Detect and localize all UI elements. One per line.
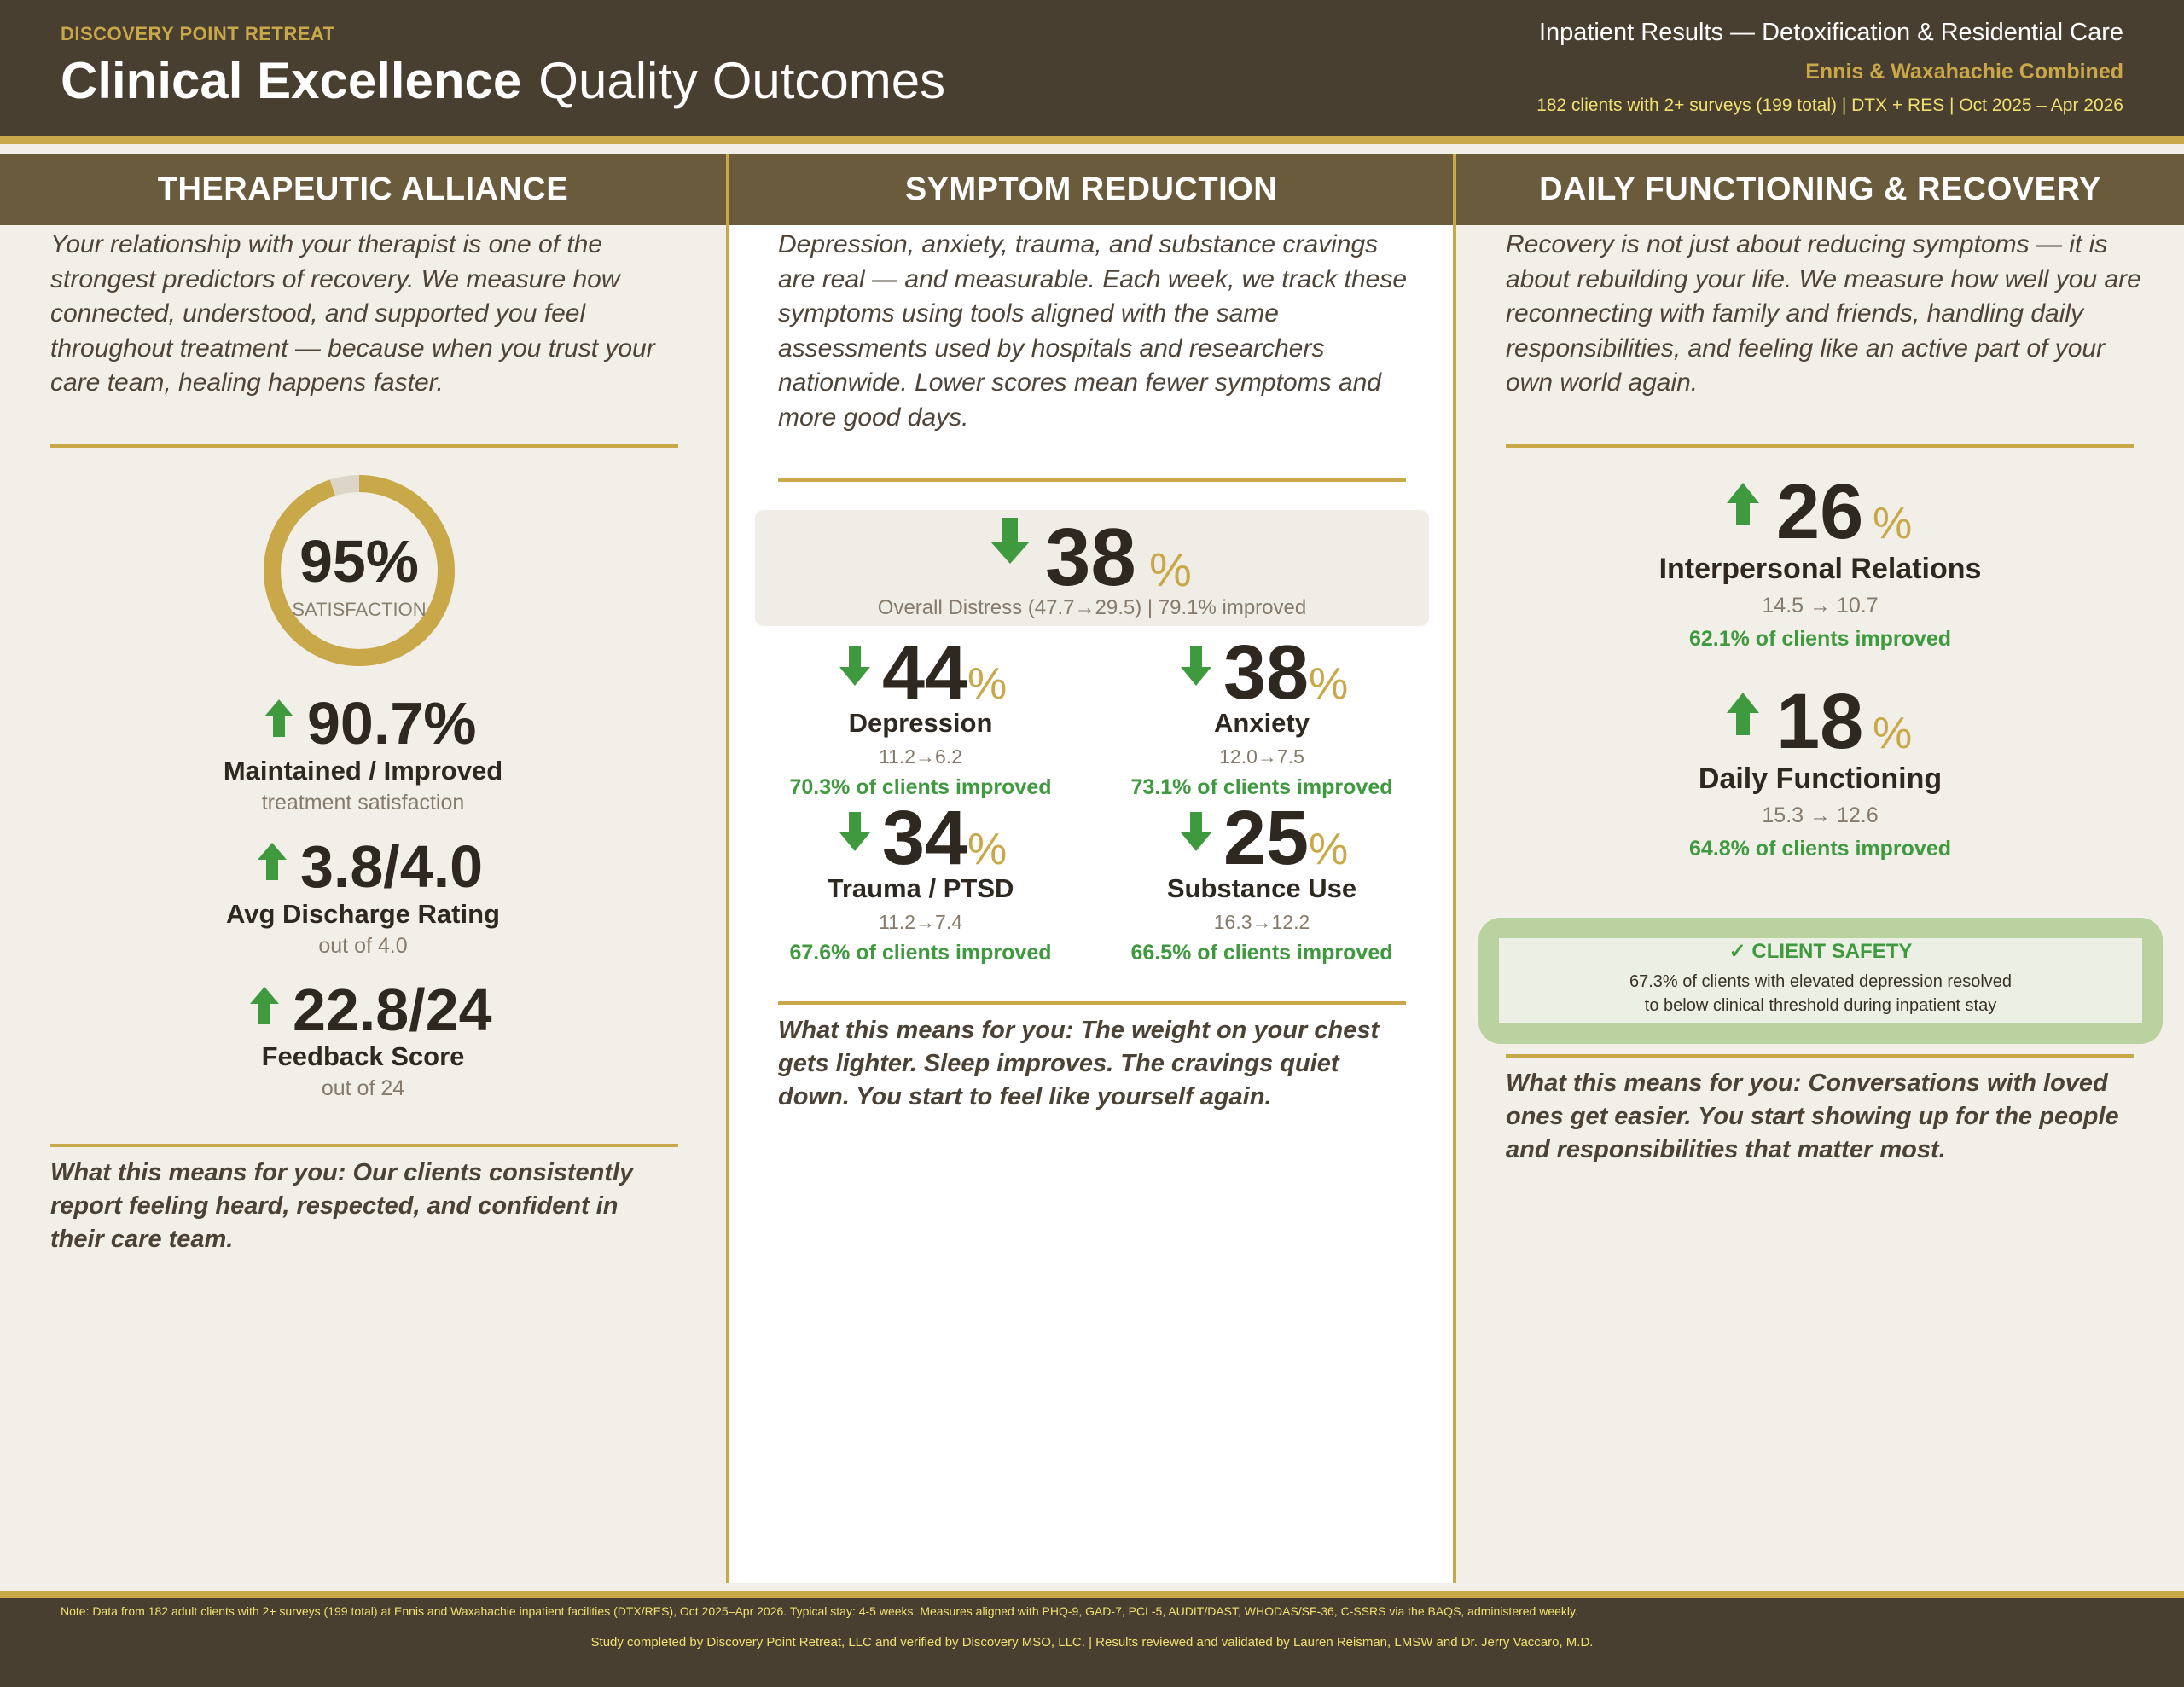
down-arrow-icon (839, 812, 870, 851)
symptom-meaning: What this means for you: The weight on y… (778, 1017, 1380, 1110)
up-arrow-icon (258, 843, 287, 880)
overall-distress-value: 38 (1045, 512, 1136, 603)
depression-label: Depression (848, 708, 993, 738)
up-arrow-icon (264, 699, 293, 737)
trauma-range: 11.2→7.4 (878, 911, 963, 933)
depression-range: 11.2→6.2 (878, 745, 963, 768)
satisfaction-maintained-sub: treatment satisfaction (261, 791, 465, 815)
symptom-intro: Depression, anxiety, trauma, and substan… (778, 230, 1408, 432)
donut-value: 95% (299, 528, 420, 594)
page-title: Clinical Excellence Quality Outcomes (61, 51, 945, 110)
header-sample-info: 182 clients with 2+ surveys (199 total) … (1536, 96, 2123, 115)
client-safety-inner (1499, 938, 2142, 1023)
client-safety-line2: to below clinical threshold during inpat… (1644, 996, 1997, 1015)
daily-functioning-value: 18 (1776, 678, 1864, 765)
interpersonal-value: 26 (1776, 468, 1864, 555)
substance-use-label: Substance Use (1166, 873, 1357, 903)
symptom-reduction-column: SYMPTOM REDUCTION (729, 154, 1453, 1583)
down-arrow-icon (1181, 812, 1211, 851)
header-subtitle: Inpatient Results — Detoxification & Res… (1538, 19, 2123, 46)
discharge-rating-label: Avg Discharge Rating (226, 899, 500, 929)
column-heading: DAILY FUNCTIONING & RECOVERY (1456, 154, 2184, 225)
section-rule (1506, 444, 2134, 448)
overall-distress-pct: % (1149, 542, 1192, 596)
substance-use-improved: 66.5% of clients improved (1130, 941, 1393, 965)
donut-fill (264, 475, 455, 666)
anxiety-range: 12.0→7.5 (1219, 745, 1304, 768)
feedback-score-sub: out of 24 (321, 1076, 405, 1100)
alliance-intro: Your relationship with your therapist is… (50, 230, 655, 397)
anxiety-improved: 73.1% of clients improved (1130, 775, 1393, 799)
functioning-intro: Recovery is not just about reducing symp… (1506, 230, 2141, 397)
daily-functioning-pct: % (1873, 709, 1913, 758)
interpersonal-label: Interpersonal Relations (1658, 553, 1982, 585)
depression-improved: 70.3% of clients improved (789, 775, 1052, 799)
feedback-score-value: 22.8/24 (293, 977, 492, 1043)
anxiety-pct: % (1309, 659, 1349, 709)
anxiety-label: Anxiety (1214, 708, 1310, 738)
daily-functioning-improved: 64.8% of clients improved (1688, 837, 1952, 861)
section-rule (778, 1001, 1406, 1005)
overall-distress-card (755, 510, 1429, 626)
satisfaction-donut (264, 475, 455, 666)
client-safety-line1: 67.3% of clients with elevated depressio… (1629, 972, 2013, 991)
client-safety-card (1478, 918, 2163, 1044)
column-divider (726, 154, 729, 1583)
footer-note: Note: Data from 182 adult clients with 2… (61, 1604, 1578, 1618)
up-arrow-icon (1727, 483, 1759, 525)
column-divider (1453, 154, 1456, 1583)
donut-label: SATISFACTION (292, 599, 427, 620)
column-heading: THERAPEUTIC ALLIANCE (0, 154, 726, 225)
column-heading: SYMPTOM REDUCTION (729, 154, 1453, 225)
down-arrow-icon (990, 518, 1030, 564)
section-rule (50, 1144, 678, 1147)
satisfaction-maintained-label: Maintained / Improved (223, 756, 503, 786)
substance-use-value: 25 (1223, 796, 1310, 881)
therapeutic-alliance-column: THERAPEUTIC ALLIANCE (0, 154, 726, 1583)
section-rule (1506, 1054, 2134, 1058)
interpersonal-pct: % (1873, 499, 1913, 548)
daily-functioning-range: 15.3 → 12.6 (1762, 803, 1879, 827)
depression-value: 44 (882, 630, 968, 716)
depression-pct: % (967, 659, 1008, 709)
functioning-meaning: What this means for you: Conversations w… (1506, 1070, 2119, 1163)
discharge-rating-value: 3.8/4.0 (300, 833, 484, 900)
header-locations: Ennis & Waxahachie Combined (1805, 60, 2123, 84)
alliance-meaning: What this means for you: Our clients con… (50, 1159, 634, 1253)
substance-use-pct: % (1309, 825, 1349, 874)
satisfaction-maintained-value: 90.7% (307, 690, 477, 757)
header-divider (0, 136, 2184, 144)
brand-name: DISCOVERY POINT RETREAT (61, 23, 335, 44)
trauma-improved: 67.6% of clients improved (789, 941, 1052, 965)
interpersonal-range: 14.5 → 10.7 (1762, 594, 1879, 617)
daily-functioning-label: Daily Functioning (1698, 762, 1943, 795)
feedback-score-label: Feedback Score (261, 1041, 465, 1071)
interpersonal-improved: 62.1% of clients improved (1688, 627, 1952, 651)
daily-functioning-column: DAILY FUNCTIONING & RECOVERY (1456, 154, 2184, 1583)
trauma-pct: % (967, 825, 1008, 874)
page-title-bold: Clinical Excellence (61, 52, 522, 109)
discharge-rating-sub: out of 4.0 (318, 934, 408, 958)
trauma-label: Trauma / PTSD (827, 873, 1014, 903)
up-arrow-icon (250, 987, 279, 1024)
page-header (0, 0, 2184, 136)
section-rule (778, 478, 1406, 482)
overall-distress-sub: Overall Distress (47.7→29.5) | 79.1% imp… (877, 596, 1307, 619)
down-arrow-icon (1181, 646, 1211, 686)
substance-use-range: 16.3→12.2 (1213, 911, 1310, 933)
page-footer (0, 1598, 2184, 1687)
section-rule (50, 444, 678, 448)
footer-credit: Study completed by Discovery Point Retre… (590, 1635, 1594, 1649)
footer-divider (0, 1591, 2184, 1598)
page-title-light: Quality Outcomes (538, 52, 946, 109)
anxiety-value: 38 (1223, 630, 1310, 716)
trauma-value: 34 (882, 796, 968, 881)
client-safety-title: ✓ CLIENT SAFETY (1728, 940, 1913, 963)
up-arrow-icon (1727, 693, 1759, 735)
down-arrow-icon (839, 646, 870, 686)
